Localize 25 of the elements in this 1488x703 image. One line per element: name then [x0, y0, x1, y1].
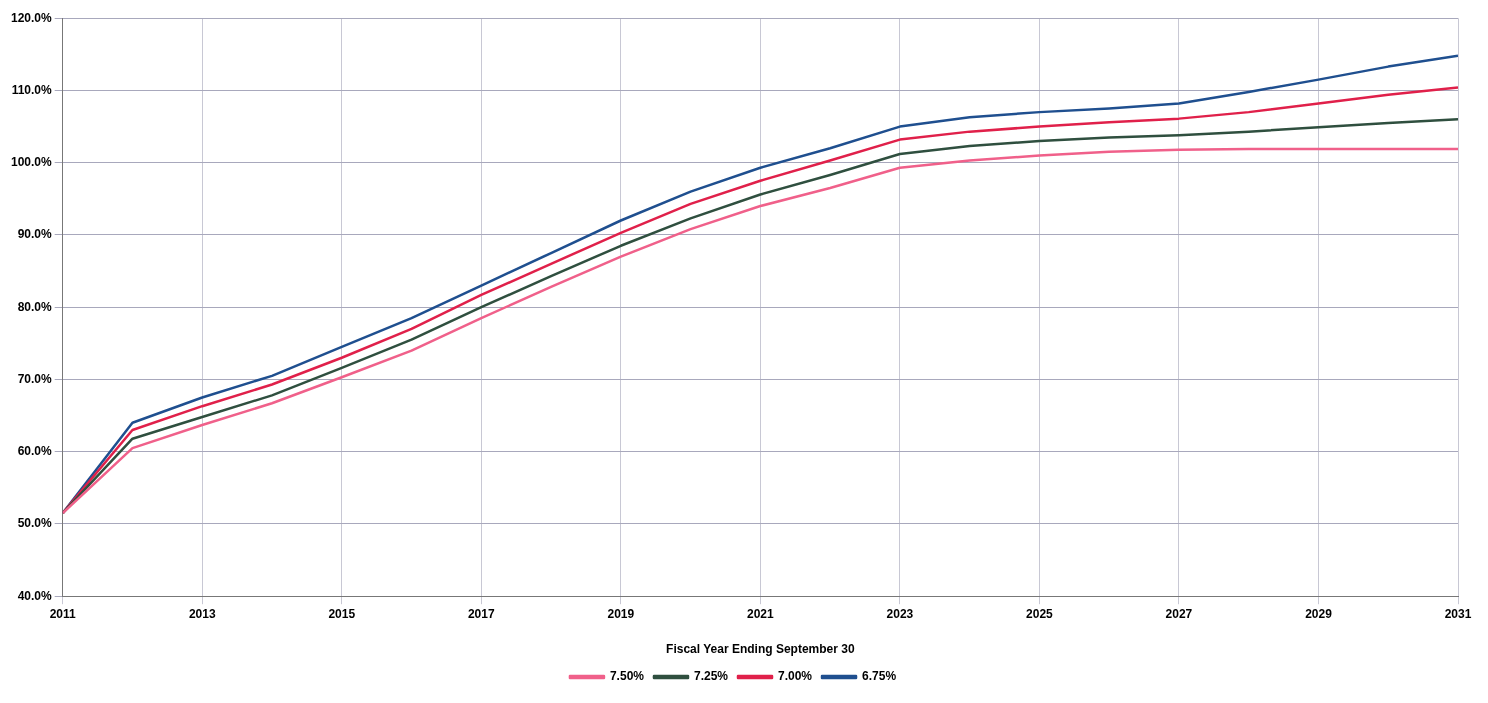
legend-label: 6.75%: [862, 669, 897, 684]
x-tick-label: 2031: [1444, 606, 1472, 621]
x-tick-label: 2011: [49, 606, 77, 621]
y-tick-label: 70.0%: [17, 371, 53, 386]
y-tick-label: 110.0%: [11, 82, 53, 97]
x-tick-label: 2029: [1305, 606, 1333, 621]
legend-label: 7.25%: [693, 669, 729, 684]
y-tick-label: 120.0%: [11, 10, 53, 25]
y-tick-label: 80.0%: [17, 299, 53, 314]
x-tick-label: 2017: [467, 606, 495, 621]
x-tick-label: 2021: [747, 606, 775, 621]
legend-label: 7.00%: [778, 669, 813, 684]
legend-label: 7.50%: [609, 669, 645, 684]
x-tick-label: 2015: [328, 606, 356, 621]
y-tick-label: 100.0%: [11, 155, 53, 170]
y-tick-label: 50.0%: [17, 516, 53, 531]
x-tick-label: 2027: [1165, 606, 1193, 621]
y-tick-label: 90.0%: [17, 227, 53, 242]
y-tick-label: 60.0%: [17, 444, 53, 459]
x-tick-label: 2013: [188, 606, 216, 621]
x-tick-label: 2019: [607, 606, 635, 621]
x-tick-label: 2025: [1026, 606, 1054, 621]
x-tick-label: 2023: [886, 606, 914, 621]
x-axis-title: Fiscal Year Ending September 30: [666, 642, 855, 657]
y-tick-label: 40.0%: [17, 588, 53, 603]
